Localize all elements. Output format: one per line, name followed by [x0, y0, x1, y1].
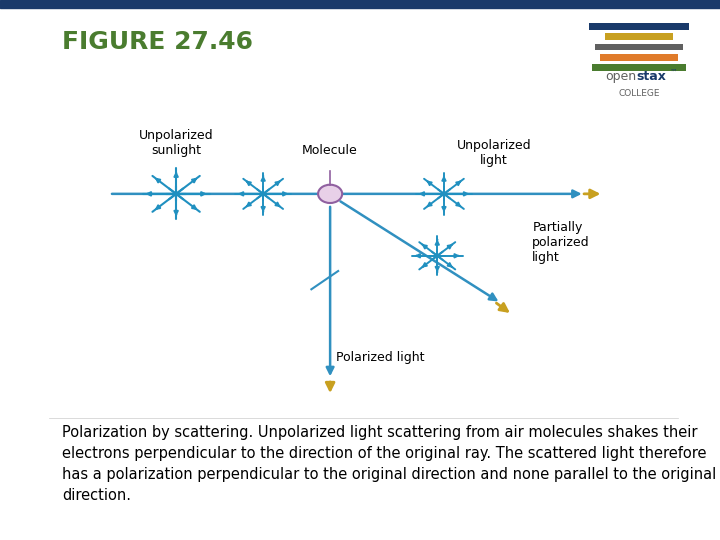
Text: ™: ™	[670, 68, 678, 77]
Bar	[605, 33, 673, 40]
Text: Molecule: Molecule	[302, 144, 358, 157]
Circle shape	[318, 185, 342, 203]
Bar	[590, 23, 688, 30]
Text: FIGURE 27.46: FIGURE 27.46	[63, 30, 253, 55]
Text: Polarized light: Polarized light	[336, 351, 425, 364]
Text: COLLEGE: COLLEGE	[618, 89, 660, 98]
Text: Partially
polarized
light: Partially polarized light	[532, 220, 590, 264]
Text: Unpolarized
light: Unpolarized light	[457, 139, 531, 167]
Text: Polarization by scattering. Unpolarized light scattering from air molecules shak: Polarization by scattering. Unpolarized …	[63, 425, 716, 503]
Text: open: open	[606, 70, 636, 83]
Text: stax: stax	[636, 70, 666, 83]
Bar	[600, 54, 678, 61]
Bar	[595, 44, 683, 50]
Text: Unpolarized
sunlight: Unpolarized sunlight	[139, 129, 213, 157]
Bar	[592, 64, 686, 71]
